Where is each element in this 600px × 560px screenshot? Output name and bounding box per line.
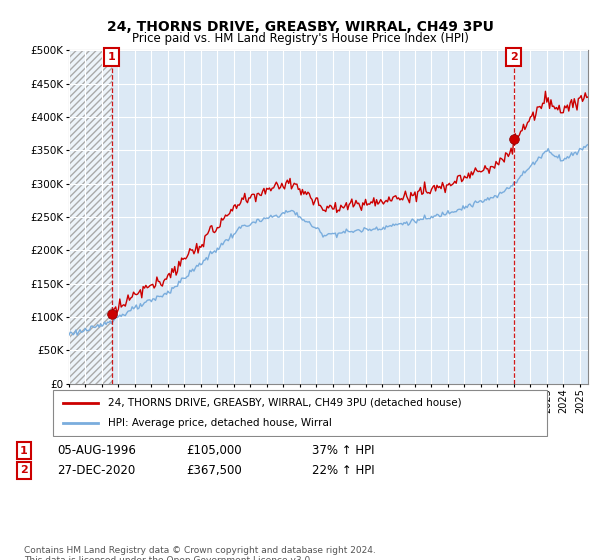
Bar — [69, 50, 112, 384]
Text: 1: 1 — [20, 446, 28, 456]
Text: HPI: Average price, detached house, Wirral: HPI: Average price, detached house, Wirr… — [109, 418, 332, 428]
Text: 2: 2 — [20, 465, 28, 475]
Bar — [69, 50, 112, 384]
Text: £105,000: £105,000 — [186, 444, 242, 458]
Text: 2: 2 — [510, 52, 518, 62]
Text: 22% ↑ HPI: 22% ↑ HPI — [312, 464, 374, 477]
Text: 24, THORNS DRIVE, GREASBY, WIRRAL, CH49 3PU (detached house): 24, THORNS DRIVE, GREASBY, WIRRAL, CH49 … — [109, 398, 462, 408]
Text: 1: 1 — [107, 52, 115, 62]
Text: £367,500: £367,500 — [186, 464, 242, 477]
Text: 37% ↑ HPI: 37% ↑ HPI — [312, 444, 374, 458]
Text: 27-DEC-2020: 27-DEC-2020 — [57, 464, 135, 477]
Text: 05-AUG-1996: 05-AUG-1996 — [57, 444, 136, 458]
Text: 24, THORNS DRIVE, GREASBY, WIRRAL, CH49 3PU: 24, THORNS DRIVE, GREASBY, WIRRAL, CH49 … — [107, 20, 493, 34]
FancyBboxPatch shape — [53, 390, 547, 436]
Text: Contains HM Land Registry data © Crown copyright and database right 2024.
This d: Contains HM Land Registry data © Crown c… — [24, 546, 376, 560]
Text: Price paid vs. HM Land Registry's House Price Index (HPI): Price paid vs. HM Land Registry's House … — [131, 32, 469, 45]
